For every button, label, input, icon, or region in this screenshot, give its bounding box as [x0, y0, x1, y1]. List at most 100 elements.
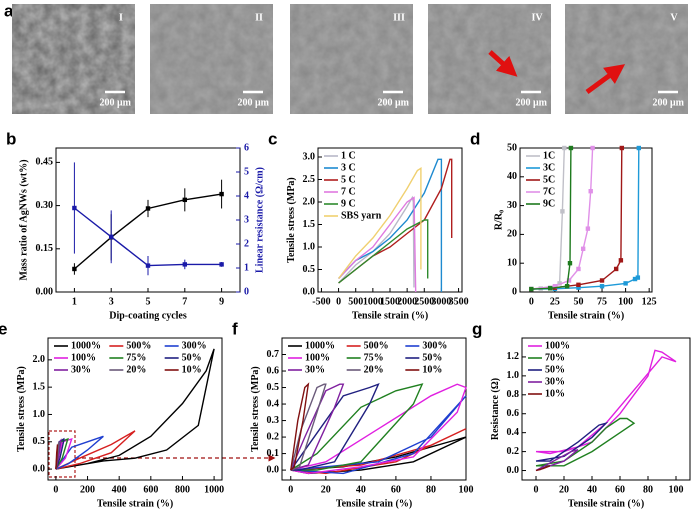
series-line — [338, 158, 443, 292]
panel-label: f — [232, 319, 238, 338]
y-tick-label: 0.6 — [507, 408, 520, 419]
y2-tick-label: 0 — [244, 286, 249, 297]
series-line — [338, 167, 422, 279]
x-tick-label: 7 — [182, 296, 187, 307]
x-tick-label: 125 — [642, 296, 657, 307]
y-tick-label: 0.0 — [267, 464, 280, 475]
x-tick-label: 0 — [53, 484, 58, 495]
y-tick-label: 0.3 — [267, 415, 280, 426]
series-line — [290, 383, 467, 475]
legend-label: 1 C — [341, 150, 356, 161]
marker — [623, 281, 628, 286]
marker — [182, 262, 187, 267]
plot-frame — [47, 337, 223, 481]
x-tick-label: 25 — [550, 296, 560, 307]
legend-label: 10% — [182, 364, 202, 375]
marker — [619, 145, 625, 151]
y2-tick-label: 2 — [244, 238, 249, 249]
series-line — [55, 437, 73, 470]
y2-tick-label: 6 — [244, 142, 249, 153]
marker — [547, 286, 553, 291]
series-line — [55, 348, 215, 470]
x-tick-label: 40 — [356, 484, 366, 495]
x-tick-label: 20 — [321, 484, 331, 495]
x-tick-label: 100 — [618, 296, 633, 307]
x-tick-label: 1500 — [380, 296, 400, 307]
sem-texture — [290, 4, 413, 114]
y2-tick-label: 4 — [244, 190, 249, 201]
legend-label: 300% — [182, 340, 207, 351]
panel-label: b — [6, 129, 16, 148]
x-tick-label: 0 — [534, 484, 539, 495]
y-tick-label: 0 — [512, 286, 517, 297]
y2-tick-label: 5 — [244, 166, 249, 177]
x-tick-label: 60 — [391, 484, 401, 495]
y-tick-label: 2.5 — [303, 174, 316, 185]
image-label: I — [119, 12, 123, 23]
x-tick-label: -500 — [312, 296, 330, 307]
y-tick-label: 0.4 — [507, 427, 520, 438]
scale-label: 200 μm — [516, 97, 548, 108]
y-tick-label: 0.2 — [507, 446, 520, 457]
legend-label: 7C — [543, 186, 555, 197]
y-tick-label: 1.5 — [303, 219, 316, 230]
sem-texture — [150, 4, 273, 114]
panel-label: a — [4, 1, 14, 20]
series-line — [338, 196, 417, 293]
x-tick-label: 3000 — [431, 296, 451, 307]
x-tick-label: 40 — [587, 484, 597, 495]
legend-label: 500% — [126, 340, 151, 351]
marker — [576, 285, 581, 290]
arrow — [585, 64, 626, 95]
x-tick-label: 800 — [175, 484, 190, 495]
x-tick-label: 75 — [597, 296, 607, 307]
plot-frame — [521, 337, 691, 481]
plot-frame — [519, 147, 653, 293]
panel-label: d — [470, 129, 480, 148]
legend-label: 75% — [364, 352, 384, 363]
x-tick-label: 2500 — [414, 296, 434, 307]
marker — [72, 266, 77, 272]
x-tick-label: 50 — [573, 296, 583, 307]
legend-label: 3 C — [341, 162, 356, 173]
marker — [588, 189, 593, 194]
legend-label: 100% — [71, 352, 96, 363]
series-line — [338, 219, 429, 284]
y-tick-label: 0.0 — [303, 286, 316, 297]
x-axis-label: Tensile strain (%) — [97, 498, 173, 509]
y-tick-label: 0.15 — [36, 243, 54, 254]
y-tick-label: 1.0 — [507, 370, 520, 381]
legend-label: 50% — [422, 352, 442, 363]
marker — [529, 286, 534, 292]
marker — [560, 209, 565, 214]
sem-texture — [12, 4, 135, 114]
x-tick-label: 600 — [143, 484, 158, 495]
series-line — [290, 382, 310, 471]
y-tick-label: 0.5 — [267, 382, 280, 393]
panel-label: c — [268, 129, 277, 148]
series-line — [290, 428, 467, 475]
marker — [636, 145, 641, 151]
x-tick-label: 100 — [669, 484, 684, 495]
legend-label: 500% — [364, 340, 389, 351]
image-label: II — [255, 12, 263, 23]
series-line — [290, 382, 380, 471]
marker — [219, 191, 224, 197]
x-tick-label: 9 — [219, 296, 224, 307]
y-tick-label: 10 — [507, 257, 517, 268]
y-tick-label: 0.8 — [507, 389, 520, 400]
y-axis-label: Resistance (Ω) — [490, 378, 501, 440]
marker — [585, 226, 591, 231]
x-tick-label: 0 — [288, 484, 293, 495]
scale-label: 200 μm — [653, 97, 685, 108]
y-tick-label: 0.00 — [36, 286, 54, 297]
plot-frame — [281, 337, 467, 481]
y-tick-label: 30 — [507, 200, 517, 211]
legend-label: 9 C — [341, 198, 356, 209]
y-tick-label: 2.0 — [33, 354, 46, 365]
y-tick-label: 0.4 — [267, 398, 280, 409]
y-tick-label: 0.7 — [267, 349, 280, 360]
x-axis-label: Tensile strain (%) — [568, 498, 644, 509]
